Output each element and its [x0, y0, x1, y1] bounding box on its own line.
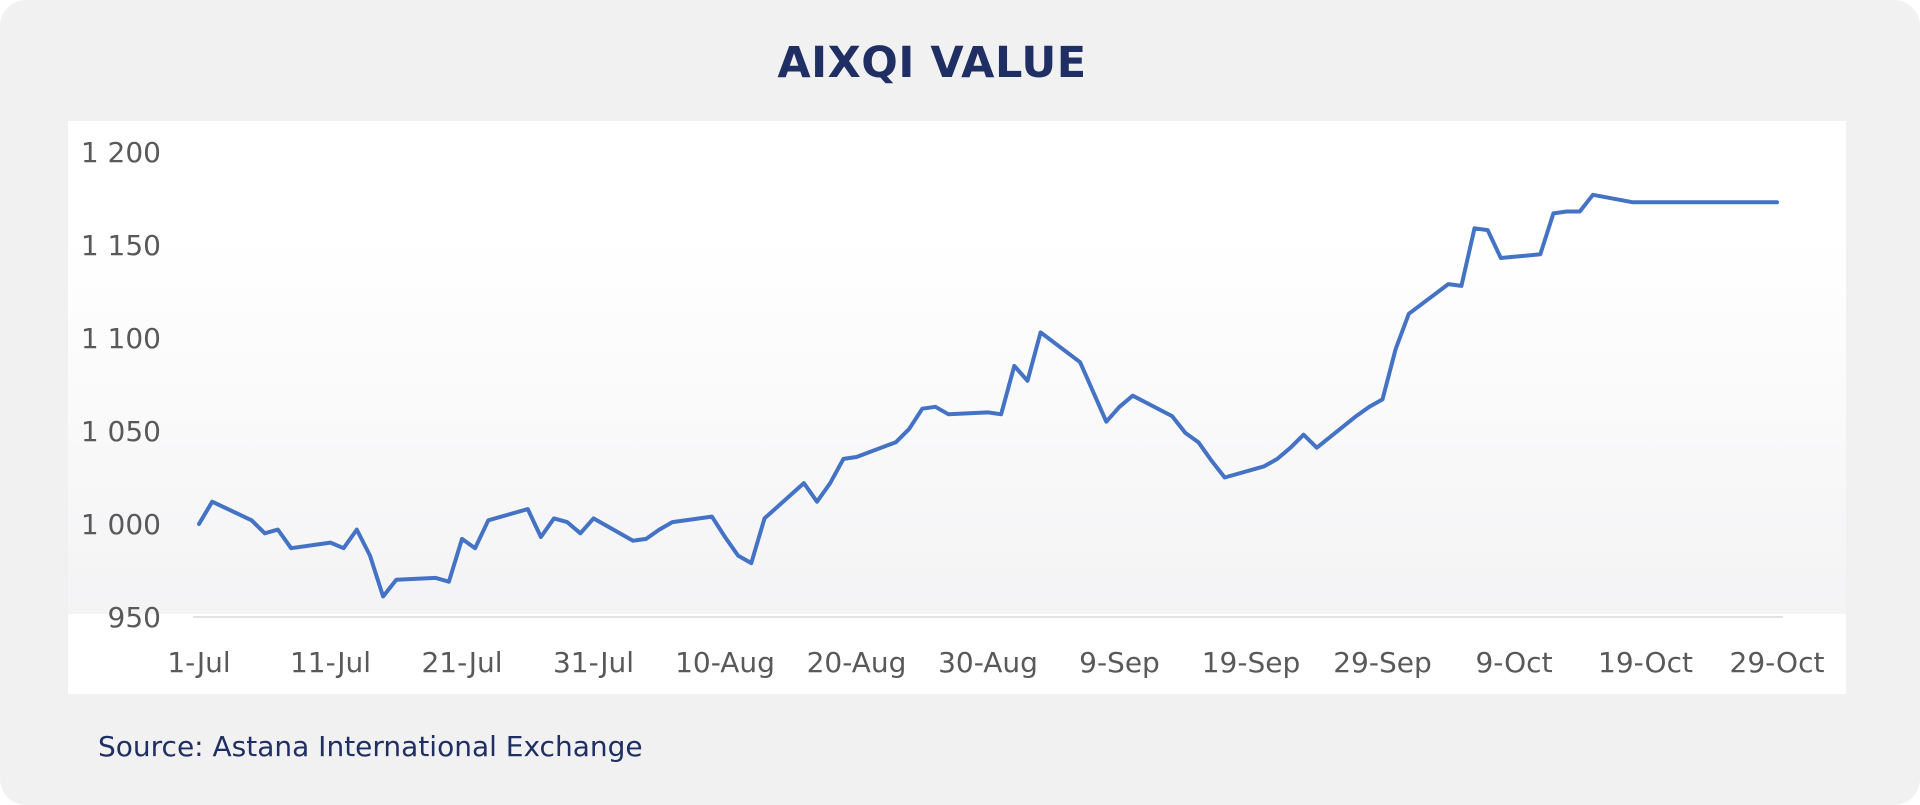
x-tick-label: 19-Oct [1598, 646, 1693, 679]
x-tick-label: 9-Oct [1475, 646, 1552, 679]
y-tick-label: 950 [108, 601, 161, 634]
x-tick-label: 19-Sep [1202, 646, 1301, 679]
y-tick-label: 1 050 [81, 415, 161, 448]
chart-title: AIXQI VALUE [777, 38, 1087, 88]
x-tick-label: 11-Jul [290, 646, 371, 679]
series-layer [197, 192, 1779, 599]
axis-label-band [68, 614, 1846, 694]
x-tick-label: 1-Jul [167, 646, 230, 679]
plot-area [68, 121, 1846, 694]
x-axis-ticks: 1-Jul 11-Jul 21-Jul 31-Jul 10-Aug 20-Aug 30-Au… [167, 646, 1824, 679]
y-axis-ticks: 950 1 000 1 050 1 100 1 150 1 200 [81, 136, 161, 634]
x-tick-label: 29-Oct [1730, 646, 1825, 679]
source-note: Source: Astana International Exchange [98, 730, 643, 763]
x-tick-label: 29-Sep [1333, 646, 1432, 679]
x-tick-label: 10-Aug [675, 646, 775, 679]
y-tick-label: 1 150 [81, 229, 161, 262]
series-line [197, 192, 1779, 599]
x-tick-label: 9-Sep [1079, 646, 1160, 679]
y-tick-label: 1 200 [81, 136, 161, 169]
x-tick-label: 21-Jul [421, 646, 502, 679]
y-tick-label: 1 000 [81, 508, 161, 541]
x-tick-label: 30-Aug [938, 646, 1038, 679]
y-tick-label: 1 100 [81, 322, 161, 355]
x-tick-label: 20-Aug [807, 646, 907, 679]
x-tick-label: 31-Jul [553, 646, 634, 679]
